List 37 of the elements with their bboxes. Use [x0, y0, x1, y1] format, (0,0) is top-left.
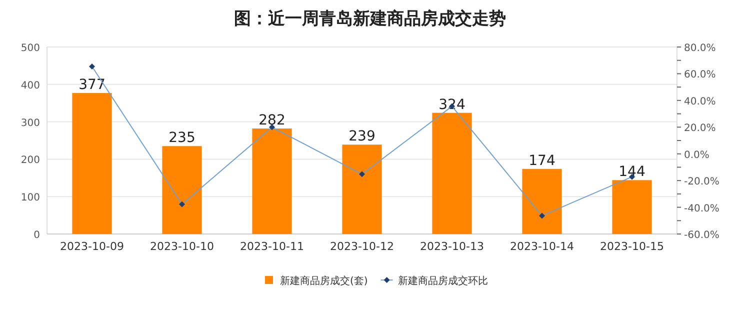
bar: [342, 144, 382, 234]
y2-tick-label: 80.0%: [684, 43, 716, 54]
bar: [252, 128, 292, 234]
x-tick-label: 2023-10-11: [240, 240, 304, 253]
bar: [612, 180, 652, 234]
legend-label: 新建商品房成交(套): [280, 275, 368, 287]
y2-tick-label: -60.0%: [684, 230, 720, 241]
y-tick-label: 400: [20, 80, 40, 92]
y2-tick-label: -40.0%: [684, 203, 720, 214]
legend-label: 新建商品房成交环比: [398, 275, 488, 287]
data-label: 239: [348, 128, 376, 145]
y2-tick-label: 0.0%: [684, 150, 710, 161]
chart-title: 图：近一周青岛新建商品房成交走势: [234, 9, 506, 29]
y2-tick-label: 20.0%: [684, 123, 716, 134]
data-label: 174: [528, 152, 556, 169]
data-label: 282: [258, 112, 286, 129]
y-tick-label: 500: [20, 43, 40, 54]
y2-tick-label: 60.0%: [684, 70, 716, 81]
y2-tick-label: -20.0%: [684, 176, 720, 188]
y-tick-label: 0: [34, 230, 40, 241]
bar: [162, 146, 202, 234]
y2-tick-label: 40.0%: [684, 96, 716, 108]
x-tick-label: 2023-10-12: [330, 240, 394, 253]
x-tick-label: 2023-10-09: [60, 240, 124, 253]
data-label: 235: [168, 130, 196, 146]
data-label: 377: [78, 77, 106, 93]
y-tick-label: 100: [20, 192, 40, 204]
bar: [522, 168, 562, 234]
bar: [432, 112, 472, 234]
y-tick-label: 300: [20, 118, 40, 129]
x-tick-label: 2023-10-14: [510, 240, 574, 253]
x-tick-label: 2023-10-13: [420, 240, 484, 253]
y-tick-label: 200: [20, 155, 40, 166]
x-tick-label: 2023-10-15: [600, 240, 664, 253]
data-label: 144: [618, 164, 646, 180]
x-tick-label: 2023-10-10: [150, 240, 214, 253]
bar: [72, 93, 112, 234]
